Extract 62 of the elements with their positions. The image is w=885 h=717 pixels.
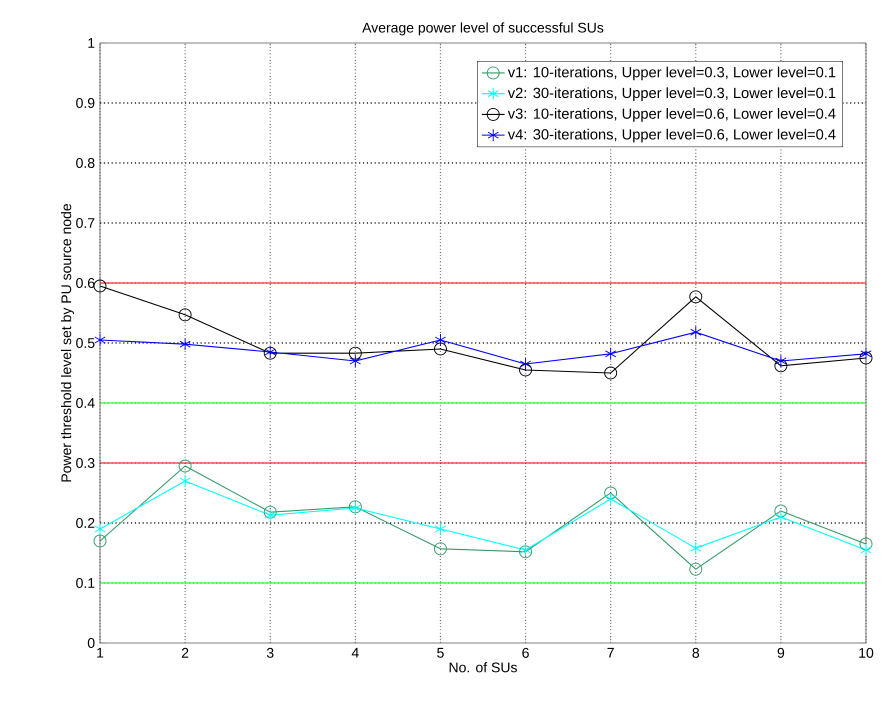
point xyxy=(434,334,446,346)
point xyxy=(434,542,447,556)
y-tick-label: 0 xyxy=(88,638,95,648)
point xyxy=(434,342,447,356)
x-tick-label: 9 xyxy=(778,648,784,658)
x-tick-label: 2 xyxy=(182,648,188,658)
y-tick-label: 0.2 xyxy=(76,518,94,528)
point xyxy=(690,326,702,339)
y-axis-title: Power threshold level set by PU source node xyxy=(60,204,74,482)
legend-label: v4: 30-iterations, Upper level=0.6, Lower level=0.4 xyxy=(508,128,836,142)
y-tick-label: 0.9 xyxy=(76,98,94,108)
point xyxy=(519,364,532,376)
y-tick-label: 0.1 xyxy=(76,578,94,588)
point xyxy=(94,522,106,536)
point xyxy=(434,522,446,536)
x-tick-label: 6 xyxy=(522,648,529,658)
point xyxy=(178,308,192,322)
point xyxy=(860,538,872,550)
point xyxy=(350,354,361,368)
point xyxy=(264,508,276,522)
point xyxy=(690,542,702,555)
y-tick-label: 0.5 xyxy=(76,338,94,348)
point xyxy=(774,359,788,372)
point xyxy=(94,334,106,346)
x-axis-title: No. of SUs xyxy=(450,662,517,672)
legend-label: v1: 10-iterations, Upper level=0.3, Lower level=0.1 xyxy=(508,66,836,80)
y-tick-label: 0.3 xyxy=(76,458,94,468)
x-tick-label: 8 xyxy=(692,648,700,658)
point xyxy=(520,358,532,370)
y-tick-label: 0.6 xyxy=(76,278,94,288)
point xyxy=(604,366,618,380)
point xyxy=(264,506,277,519)
point xyxy=(775,510,787,524)
point xyxy=(94,280,106,292)
point xyxy=(775,354,787,368)
point xyxy=(179,474,191,488)
point xyxy=(860,347,872,360)
x-tick-label: 7 xyxy=(607,648,614,658)
y-tick-label: 0.4 xyxy=(76,398,95,408)
point xyxy=(94,534,106,548)
chart-title: Average power level of successful SUs xyxy=(362,22,604,36)
point xyxy=(860,544,872,556)
legend-label: v3: 10-iterations, Upper level=0.6, Lower level=0.4 xyxy=(508,108,836,122)
x-tick-label: 3 xyxy=(266,648,274,658)
legend-label: v2: 30-iterations, Upper level=0.3, Lower level=0.1 xyxy=(508,87,836,101)
x-tick-label: 1 xyxy=(97,648,104,658)
y-tick-label: 1 xyxy=(88,38,94,48)
point xyxy=(604,347,616,360)
point xyxy=(689,290,702,304)
point xyxy=(774,504,788,518)
x-tick-label: 5 xyxy=(437,648,444,658)
point xyxy=(604,486,618,500)
point xyxy=(604,492,616,506)
point xyxy=(860,352,872,364)
point xyxy=(178,460,192,472)
y-tick-label: 0.8 xyxy=(76,158,94,168)
x-tick-label: 4 xyxy=(352,648,359,658)
point xyxy=(179,338,191,351)
point xyxy=(689,562,702,576)
x-tick-label: 10 xyxy=(859,648,874,658)
point xyxy=(348,346,362,360)
y-tick-label: 0.7 xyxy=(76,218,94,228)
